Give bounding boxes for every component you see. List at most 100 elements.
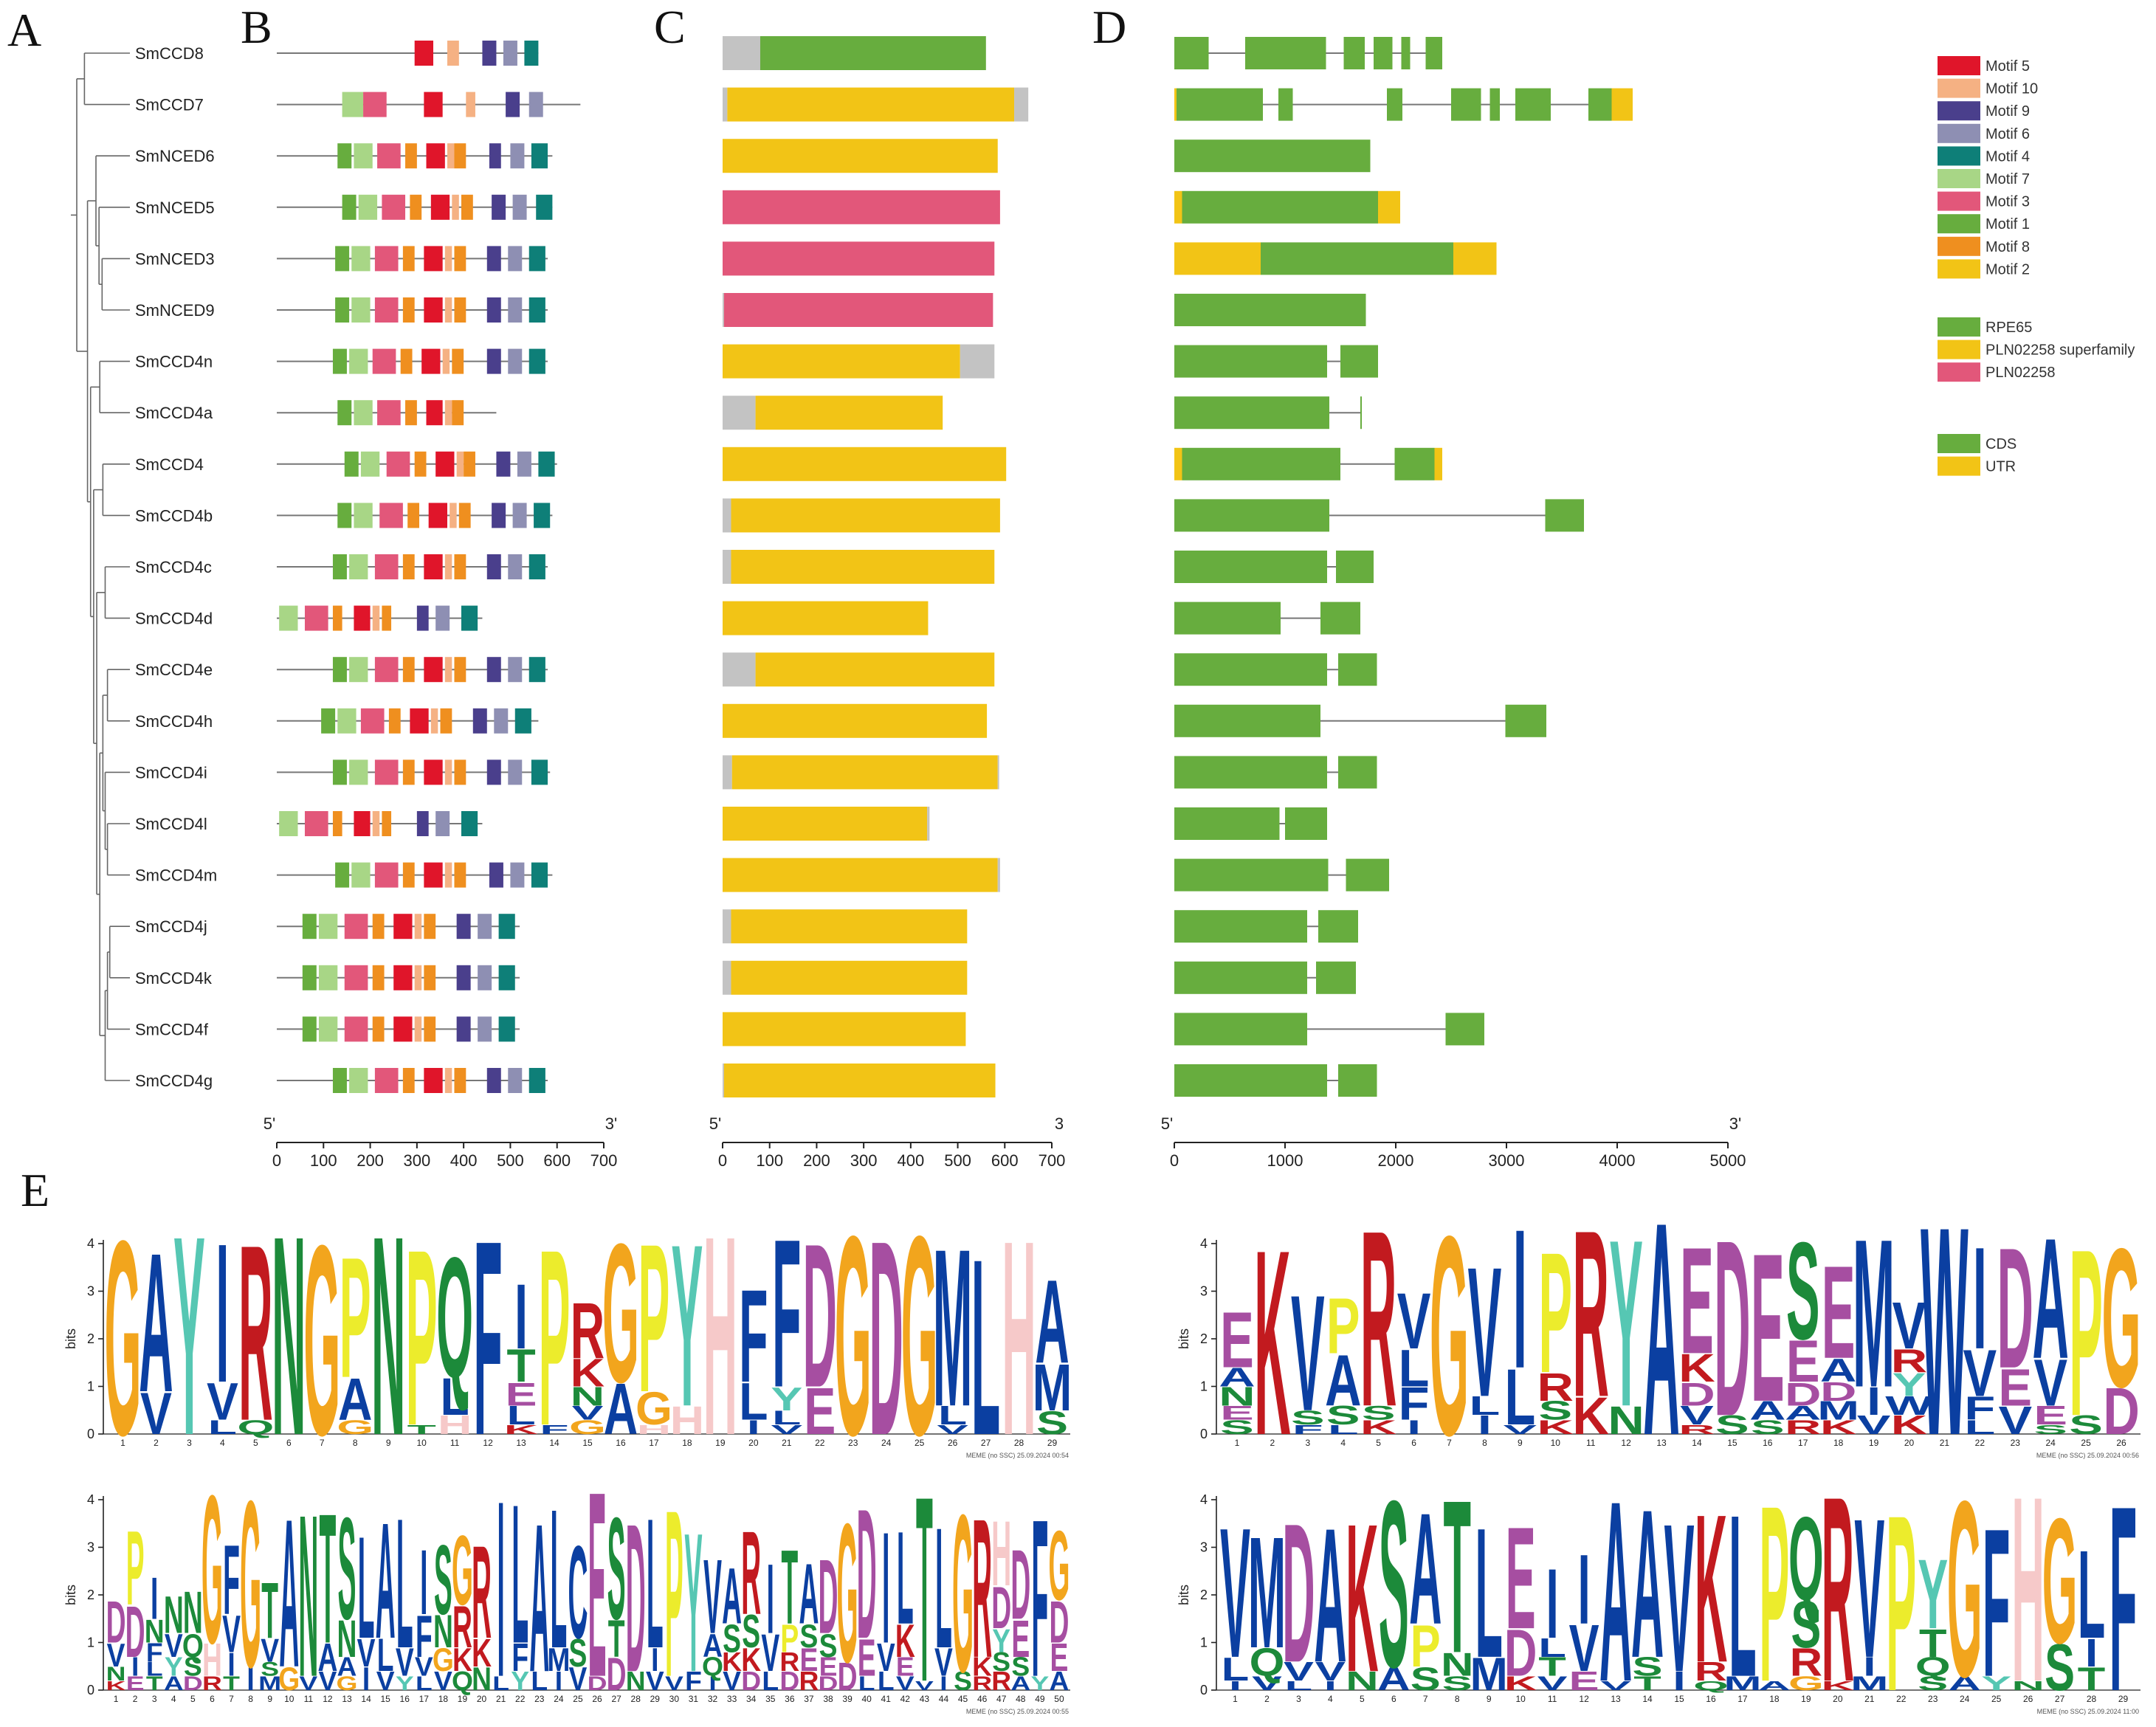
logo-letter: N: [183, 1580, 203, 1647]
logo-position-label: 9: [1487, 1694, 1492, 1704]
logo-letter: R: [1822, 1442, 1854, 1727]
logo-letter: V: [261, 1632, 279, 1669]
logo-letter: E: [2033, 1401, 2067, 1430]
logo-letter: K: [1695, 1469, 1727, 1706]
logo-position-label: 19: [458, 1694, 468, 1704]
logo-letter: S: [1011, 1652, 1030, 1681]
logo-letter: A: [1631, 1465, 1664, 1702]
logo-letter: G: [602, 1203, 639, 1424]
logo-letter: P: [1538, 1218, 1572, 1409]
logo-letter: S: [434, 1525, 452, 1635]
logo-letter: K: [1504, 1672, 1537, 1695]
motif-box: [351, 246, 371, 272]
domain-box: [723, 1012, 966, 1047]
logo-letter: H: [991, 1501, 1011, 1605]
cds-block: [1174, 1013, 1307, 1046]
logo-position-label: 22: [515, 1694, 526, 1704]
logo-letter: V: [572, 1402, 604, 1424]
motif-box: [358, 194, 378, 220]
motif-box: [512, 194, 527, 220]
logo-letter: S: [184, 1652, 202, 1681]
cds-block: [1515, 88, 1551, 121]
logo-bits-label: bits: [63, 1328, 78, 1349]
logo-position-label: 19: [1801, 1694, 1811, 1704]
logo-position-label: 9: [386, 1438, 391, 1448]
logo-position-label: 20: [748, 1438, 759, 1448]
logo-letter: P: [2069, 1201, 2103, 1466]
motif-box: [512, 503, 527, 528]
logo-letter: A: [1409, 1480, 1442, 1658]
motif-box: [456, 965, 471, 990]
logo-position-label: 13: [516, 1438, 526, 1448]
logo-letter: M: [258, 1672, 281, 1695]
logo-letter: S: [1751, 1416, 1785, 1438]
logo-letter: M: [1723, 1672, 1761, 1695]
logo-letter: G: [952, 1468, 974, 1719]
logo-letter: H: [202, 1634, 222, 1686]
logo-letter: A: [1949, 1672, 1981, 1695]
motif-box: [360, 708, 385, 734]
logo-position-label: 9: [267, 1694, 272, 1704]
axis-end-label: 3: [1055, 1114, 1064, 1133]
logo-letter: A: [1035, 1256, 1069, 1389]
cds-block: [1336, 551, 1374, 583]
gene-label: SmCCD4i: [135, 763, 207, 782]
logo-letter: K: [571, 1350, 605, 1395]
logo-letter: R: [1537, 1365, 1574, 1410]
logo-letter: S: [1326, 1401, 1360, 1430]
axis-end-label: 3': [605, 1114, 617, 1133]
motif-box: [400, 348, 413, 374]
gene-label: SmCCD4n: [135, 353, 213, 371]
logo-letter: L: [858, 1672, 875, 1695]
legend-swatch: [1938, 214, 1980, 234]
logo-letter: N: [1219, 1382, 1255, 1411]
logo-letter: F: [473, 1184, 502, 1494]
logo-letter: L: [416, 1672, 433, 1695]
logo-letter: N: [371, 1176, 405, 1495]
logo-letter: V: [207, 1372, 238, 1431]
logo-letter: I: [1229, 1678, 1241, 1693]
motif-box: [424, 92, 443, 117]
motif-box: [510, 862, 525, 888]
motif-box: [374, 1068, 399, 1093]
logo-letter: L: [971, 1206, 1000, 1487]
motif-box: [454, 1068, 466, 1093]
domain-box: [755, 652, 995, 687]
motif-box: [351, 297, 371, 323]
motif-box: [528, 297, 545, 323]
logo-letter: I: [1324, 1678, 1337, 1693]
motif-box: [374, 759, 399, 785]
logo-tick-label: 1: [1200, 1379, 1208, 1394]
logo-letter: V: [357, 1630, 376, 1675]
legend-label: Motif 3: [1985, 194, 2030, 210]
logo-letter: V: [723, 1666, 741, 1696]
gene-label: SmCCD4e: [135, 661, 213, 679]
logo-letter: E: [1751, 1210, 1785, 1446]
logo-letter: A: [1820, 1353, 1856, 1390]
logo-position-label: 24: [881, 1438, 892, 1448]
legend-label: Motif 10: [1985, 81, 2038, 97]
motif-box: [528, 1068, 545, 1093]
motif-box: [478, 914, 492, 940]
motif-box: [372, 965, 385, 990]
logo-letter: D: [1785, 1376, 1821, 1413]
motif-box: [421, 348, 441, 374]
legend-swatch: [1938, 169, 1980, 188]
logo-letter: Y: [165, 1652, 183, 1681]
logo-letter: G: [104, 1184, 141, 1494]
logo-letter: E: [1822, 1238, 1856, 1386]
logo-letter: K: [972, 1652, 993, 1681]
cds-block: [1445, 1013, 1484, 1046]
logo-position-label: 29: [1047, 1438, 1058, 1448]
cds-block: [1174, 858, 1329, 892]
motif-box: [498, 914, 515, 940]
motif-box: [486, 657, 501, 683]
motif-box: [332, 605, 342, 631]
logo-position-label: 1: [120, 1438, 125, 1448]
logo-letter: W: [1885, 1391, 1933, 1421]
logo-position-label: 23: [1928, 1694, 1938, 1704]
logo-letter: P: [340, 1222, 371, 1414]
gene-label: SmNCED5: [135, 199, 215, 217]
logo-position-label: 8: [353, 1438, 358, 1448]
legend-swatch: [1938, 434, 1980, 453]
